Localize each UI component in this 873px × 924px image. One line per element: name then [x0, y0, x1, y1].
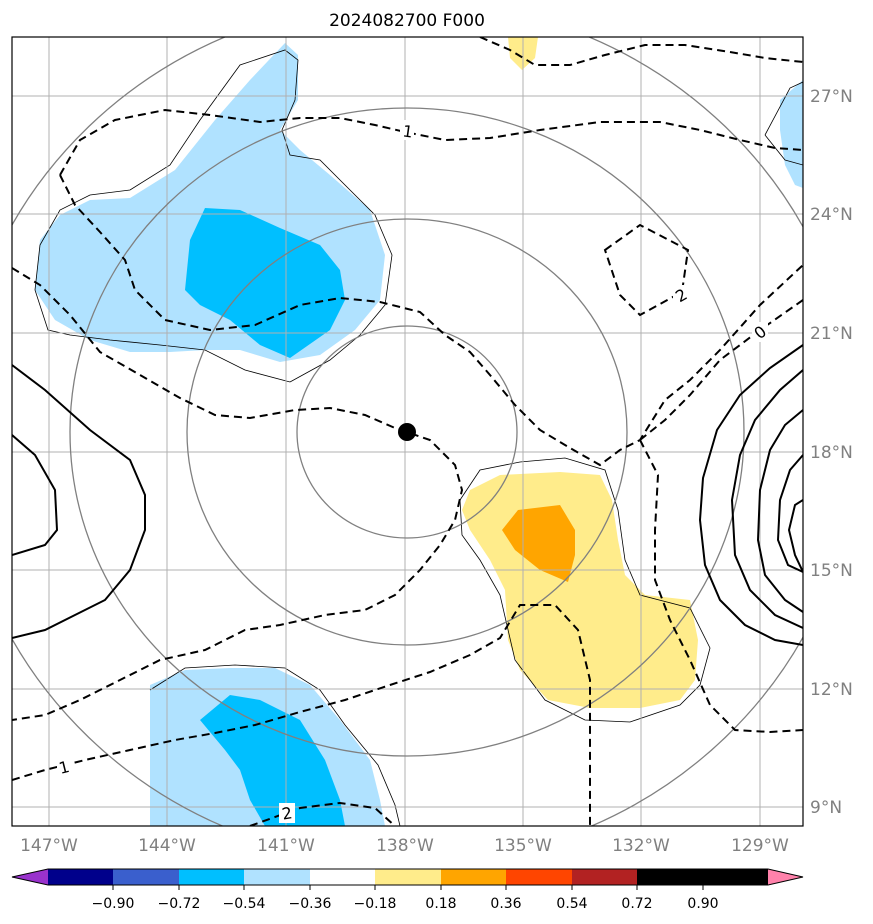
shading-outlines	[34, 49, 803, 826]
colorbar-outline	[11, 868, 804, 886]
colorbar-tick-label-9: 0.90	[687, 896, 718, 912]
lon-label-129w: 129°W	[731, 836, 789, 856]
range-rings	[12, 37, 803, 826]
colorbar-segment-6	[441, 869, 506, 885]
colorbar-tick-label-2: −0.54	[223, 896, 266, 912]
colorbar-tick-label-5: 0.18	[425, 896, 456, 912]
map-title: 2024082700 F000	[329, 11, 485, 31]
lon-label-138w: 138°W	[376, 836, 434, 856]
map-frame	[11, 36, 804, 827]
lon-label-147w: 147°W	[20, 836, 78, 856]
lat-label-27n: 27°N	[810, 87, 853, 107]
colorbar: −0.90 −0.72 −0.54 −0.36 −0.18 0.18 0.36 …	[11, 868, 804, 912]
colorbar-over-extension	[768, 869, 803, 885]
lon-label-132w: 132°W	[612, 836, 670, 856]
lon-label-144w: 144°W	[138, 836, 196, 856]
colorbar-segment-8	[572, 869, 637, 885]
colorbar-segment-1	[113, 869, 179, 885]
lon-label-141w: 141°W	[257, 836, 315, 856]
blue-region-north	[185, 208, 345, 358]
lat-label-15n: 15°N	[810, 561, 853, 581]
colorbar-segment-4	[310, 869, 375, 885]
orange-region	[502, 505, 575, 582]
blue-region-south	[200, 695, 345, 826]
lat-label-9n: 9°N	[810, 798, 842, 818]
contour-label-1-north: 1	[401, 121, 414, 141]
shaded-anomaly-fields	[35, 37, 803, 826]
colorbar-segment-3	[244, 869, 310, 885]
contour-label-1-southwest: 1	[57, 757, 71, 778]
contour-label-2-south: 2	[280, 803, 293, 823]
gridlines	[12, 37, 803, 826]
colorbar-tick-label-6: 0.36	[490, 896, 521, 912]
colorbar-segment-7	[506, 869, 572, 885]
colorbar-segment-9	[637, 869, 703, 885]
lon-label-135w: 135°W	[494, 836, 552, 856]
colorbar-segment-5	[375, 869, 441, 885]
lat-label-24n: 24°N	[810, 205, 853, 225]
colorbar-segment-10	[703, 869, 768, 885]
colorbar-tick-label-7: 0.54	[556, 896, 587, 912]
latitude-labels: 27°N 24°N 21°N 18°N 15°N 12°N 9°N	[810, 87, 853, 818]
colorbar-segment-2	[179, 869, 244, 885]
light-blue-region-east	[780, 80, 803, 188]
longitude-labels: 147°W 144°W 141°W 138°W 135°W 132°W 129°…	[20, 836, 789, 856]
colorbar-segment-0	[48, 869, 113, 885]
colorbar-ticks	[112, 885, 704, 890]
colorbar-tick-label-4: −0.18	[354, 896, 397, 912]
lat-label-12n: 12°N	[810, 680, 853, 700]
colorbar-tick-label-1: −0.72	[158, 896, 201, 912]
lat-label-18n: 18°N	[810, 443, 853, 463]
dashed-contours	[12, 37, 803, 826]
colorbar-tick-label-8: 0.72	[621, 896, 652, 912]
solid-contours	[12, 344, 803, 646]
colorbar-tick-label-0: −0.90	[92, 896, 135, 912]
storm-center-marker	[398, 423, 416, 441]
contour-labels: 1 2 0 1 2	[57, 120, 770, 824]
map-content: 1 2 0 1 2	[12, 37, 803, 826]
colorbar-under-extension	[12, 869, 48, 885]
colorbar-tick-label-3: −0.36	[289, 896, 332, 912]
lat-label-21n: 21°N	[810, 324, 853, 344]
